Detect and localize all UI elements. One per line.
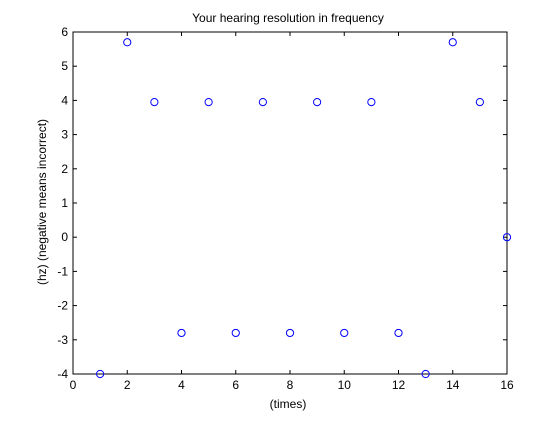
data-point (421, 369, 430, 379)
data-point (204, 98, 213, 107)
y-tick-label: -4 (57, 367, 68, 381)
data-point (475, 98, 484, 107)
y-tick-label: -2 (57, 299, 68, 313)
x-tick-label: 0 (70, 378, 77, 392)
x-tick-label: 8 (287, 378, 294, 392)
x-tick-label: 14 (446, 378, 460, 392)
data-point (123, 38, 132, 47)
y-tick-label: 5 (61, 59, 68, 73)
y-axis-label: (hz) (negative means incorrect) (35, 119, 49, 285)
data-point (313, 98, 322, 107)
x-tick-label: 4 (178, 378, 185, 392)
data-point (340, 328, 349, 338)
y-tick-label: 6 (61, 25, 68, 39)
data-point (448, 38, 457, 47)
data-points (96, 38, 512, 379)
y-tick-label: -3 (57, 333, 68, 347)
x-tick-label: 6 (232, 378, 239, 392)
chart-title: Your hearing resolution in frequency (192, 11, 384, 25)
x-axis-label: (times) (270, 397, 307, 411)
data-point (177, 328, 186, 338)
x-tick-label: 16 (500, 378, 514, 392)
y-tick-label: 4 (61, 93, 68, 107)
plot-frame (72, 31, 508, 375)
data-point (502, 233, 512, 242)
y-tick-label: 0 (61, 230, 68, 244)
x-tick-label: 2 (124, 378, 131, 392)
y-tick-label: -1 (57, 264, 68, 278)
data-point (285, 328, 295, 338)
data-point (150, 98, 159, 107)
data-point (367, 98, 376, 107)
data-point (96, 369, 105, 379)
y-tick-label: 1 (61, 196, 68, 210)
y-tick-label: 2 (61, 162, 68, 176)
data-point (258, 98, 267, 107)
data-point (394, 328, 403, 338)
x-tick-label: 12 (392, 378, 406, 392)
data-point (231, 328, 240, 338)
x-tick-label: 10 (338, 378, 352, 392)
y-tick-label: 3 (61, 128, 68, 142)
